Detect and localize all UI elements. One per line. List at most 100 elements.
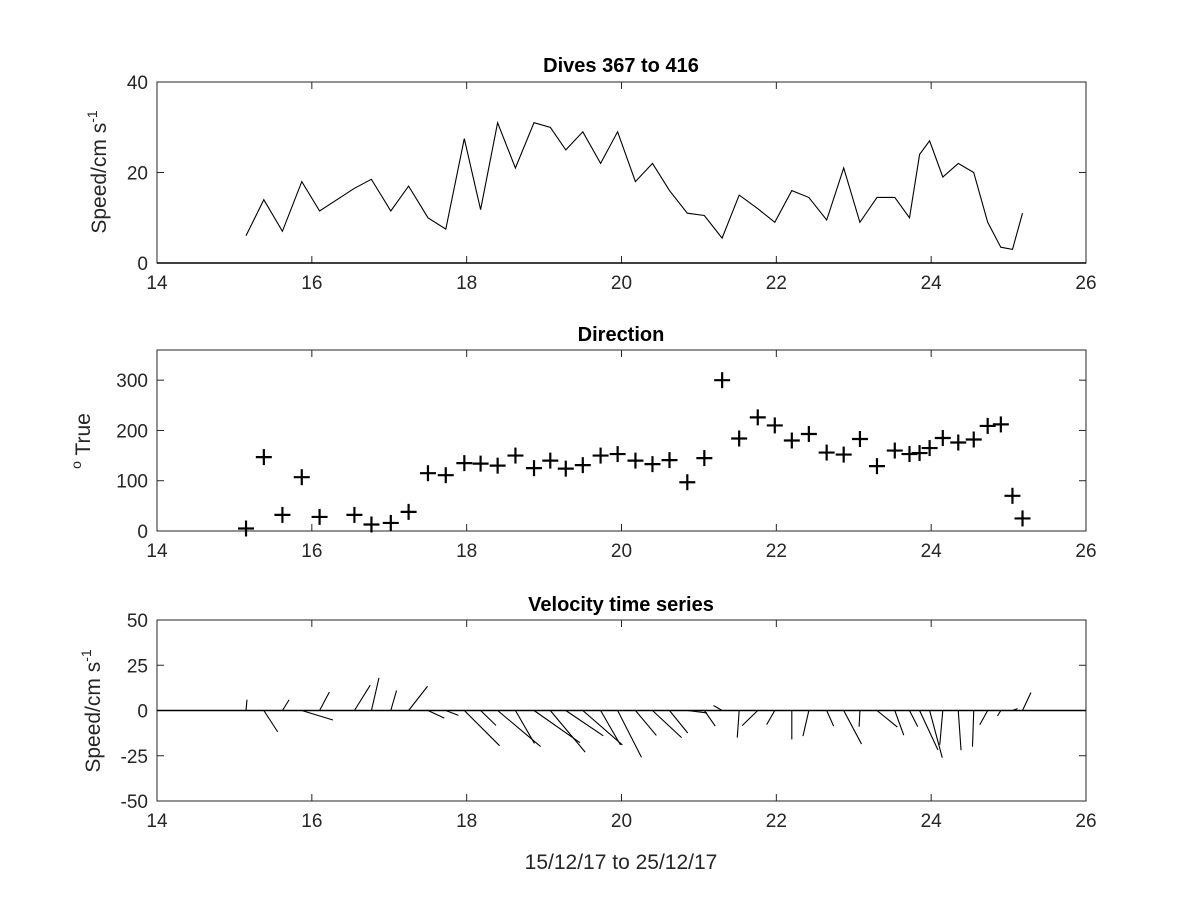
velocity-stick — [549, 710, 586, 753]
direction-point — [696, 450, 713, 467]
velocity-stick — [245, 699, 248, 711]
direction-point — [557, 460, 574, 477]
direction-ticks: 14 16 18 20 22 24 26 0 100 200 300 — [116, 350, 1097, 562]
direction-point — [783, 432, 800, 449]
velocity-ytick-label: -25 — [121, 747, 148, 768]
direction-point — [456, 455, 473, 472]
direction-point — [950, 434, 967, 451]
velocity-ytick-label: 0 — [137, 702, 148, 723]
direction-point — [886, 442, 903, 459]
velocity-stick — [427, 710, 445, 719]
velocity-ytick-label: -50 — [121, 792, 148, 813]
speed-axes — [156, 81, 1087, 264]
velocity-stick — [929, 710, 943, 758]
velocity-stick — [353, 684, 371, 711]
speed-ticks: 14 16 18 20 22 24 26 0 20 40 — [127, 73, 1097, 294]
direction-axes — [156, 349, 1087, 532]
direction-point — [627, 452, 644, 469]
direction-point — [921, 440, 938, 457]
direction-point — [311, 508, 328, 525]
direction-point — [731, 430, 748, 447]
velocity-stick — [390, 690, 398, 711]
velocity-stick — [445, 709, 459, 716]
speed-xtick-label: 22 — [766, 273, 787, 294]
velocity-stick — [408, 685, 428, 711]
speed-ylabel: Speed/cm s-1 — [84, 110, 111, 234]
velocity-xtick-label: 14 — [146, 811, 168, 832]
velocity-stick — [263, 710, 279, 733]
speed-xtick-label: 14 — [146, 273, 168, 294]
direction-ytick-label: 300 — [116, 371, 148, 392]
direction-point — [979, 417, 996, 434]
direction-xtick-label: 26 — [1075, 541, 1096, 562]
direction-point — [437, 467, 454, 484]
velocity-ticks: 14 16 18 20 22 24 26 -50 -25 0 25 50 — [121, 611, 1097, 832]
velocity-stick — [858, 710, 861, 727]
direction-point — [644, 456, 661, 473]
velocity-stick — [652, 710, 682, 739]
velocity-ytick-label: 50 — [127, 611, 148, 632]
velocity-stick — [703, 710, 716, 727]
velocity-stick — [1012, 708, 1018, 712]
direction-point — [766, 417, 783, 434]
velocity-stick — [497, 710, 541, 747]
direction-point — [526, 460, 543, 477]
direction-title: Direction — [578, 324, 665, 346]
speed-ytick-label: 20 — [127, 164, 148, 185]
direction-point — [419, 465, 436, 482]
velocity-stick — [971, 710, 975, 747]
velocity-stick — [802, 710, 810, 737]
speed-xtick-label: 24 — [921, 273, 943, 294]
velocity-xlabel: 15/12/17 to 25/12/17 — [525, 851, 718, 874]
direction-point — [934, 429, 951, 446]
velocity-xtick-label: 22 — [766, 811, 787, 832]
speed-xtick-label: 16 — [301, 273, 322, 294]
direction-xtick-label: 22 — [766, 541, 787, 562]
velocity-ylabel: Speed/cm s-1 — [78, 649, 105, 773]
direction-point — [592, 447, 609, 464]
direction-point — [238, 520, 255, 537]
velocity-xtick-label: 24 — [921, 811, 943, 832]
velocity-ytick-label: 25 — [127, 656, 148, 677]
direction-xtick-label: 16 — [301, 541, 322, 562]
velocity-stick — [617, 710, 642, 758]
velocity-stick — [997, 710, 1002, 717]
direction-point — [851, 430, 868, 447]
velocity-stick — [600, 710, 621, 746]
velocity-stick — [319, 691, 330, 711]
direction-point — [911, 445, 928, 462]
velocity-stick — [908, 710, 919, 727]
velocity-stick — [713, 705, 723, 711]
velocity-title: Velocity time series — [528, 594, 714, 616]
velocity-stick — [826, 710, 835, 727]
velocity-stick — [876, 710, 898, 728]
velocity-stick — [514, 710, 535, 744]
velocity-stick — [463, 710, 500, 747]
velocity-stick — [582, 710, 623, 746]
speed-xtick-label: 20 — [611, 273, 632, 294]
velocity-stick — [843, 710, 863, 745]
direction-point — [507, 447, 524, 464]
direction-ytick-label: 0 — [137, 522, 148, 543]
velocity-stick — [565, 710, 604, 737]
direction-point — [400, 503, 417, 520]
direction-point — [1014, 510, 1031, 527]
velocity-xtick-label: 20 — [611, 811, 632, 832]
direction-ytick-label: 200 — [116, 421, 148, 442]
direction-series — [238, 372, 1031, 537]
direction-point — [363, 516, 380, 533]
speed-line — [245, 120, 1024, 251]
speed-title: Dives 367 to 416 — [543, 55, 699, 77]
direction-xtick-label: 24 — [921, 541, 943, 562]
velocity-xtick-label: 26 — [1075, 811, 1096, 832]
velocity-stick — [736, 710, 740, 738]
direction-point — [818, 444, 835, 461]
direction-point — [542, 452, 559, 469]
direction-point — [800, 425, 817, 442]
direction-ylabel: o True — [68, 413, 95, 469]
direction-point — [255, 449, 272, 466]
velocity-stick — [281, 699, 290, 711]
direction-point — [835, 446, 852, 463]
direction-point — [274, 506, 291, 523]
